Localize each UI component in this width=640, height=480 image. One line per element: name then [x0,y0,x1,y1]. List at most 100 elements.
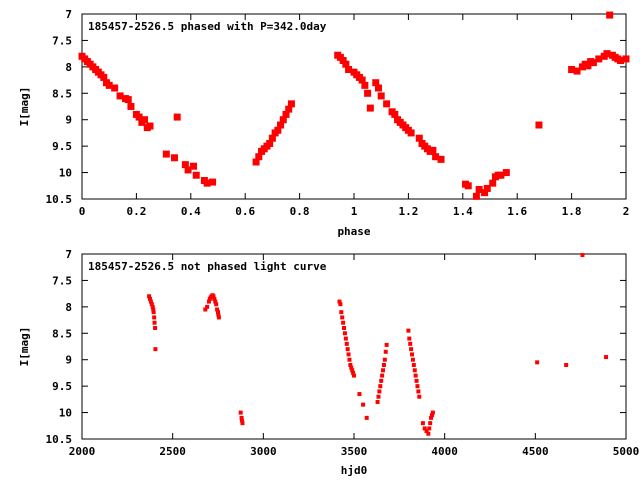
phased-x-tick-label: 0.8 [290,205,310,218]
unphased-data-point [150,304,155,309]
phased-data-point [277,121,285,129]
unphased-data-point [152,320,157,325]
unphased-data-point [375,400,380,404]
phased-x-axis-label: phase [337,225,370,238]
phased-data-point [595,55,603,63]
unphased-y-tick-label: 10.5 [46,433,73,446]
unphased-y-tick-label: 7 [65,248,72,261]
unphased-y-tick-label: 7.5 [52,274,72,287]
unphased-data-point [343,336,348,341]
phased-data-point [190,162,198,170]
unphased-data-point [428,421,433,426]
phased-data-point [146,122,154,130]
unphased-data-point [381,368,386,373]
phased-data-point [255,153,263,161]
unphased-data-point [239,418,244,423]
phased-data-point [472,192,480,200]
phased-data-point [358,76,366,84]
unphased-data-point [148,296,152,301]
unphased-data-point [378,384,383,389]
phased-data-point [391,110,399,118]
phased-data-point [573,67,581,75]
phased-data-point [162,150,170,158]
phased-data-point [622,55,630,63]
unphased-y-tick-label: 8 [65,301,72,314]
phased-plot-title: 185457-2526.5 phased with P=342.0day [88,20,327,33]
phased-data-point [606,11,614,19]
phased-data-point [481,189,489,197]
unphased-data-point [429,415,434,420]
phased-data-point [377,92,385,100]
phased-data-point [483,184,491,192]
phased-data-point [372,79,380,87]
unphased-data-point [216,310,220,315]
unphased-data-point [213,299,218,304]
unphased-data-point [214,302,219,307]
unphased-data-point [203,307,208,312]
unphased-data-point [407,336,412,341]
unphased-data-point [383,349,388,354]
phased-y-tick-label: 8 [65,61,72,74]
phased-data-point [432,153,440,161]
unphased-data-point [377,389,382,394]
phased-data-point [464,182,472,190]
unphased-data-point [564,363,569,367]
unphased-data-point [348,363,353,367]
unphased-y-tick-label: 8.5 [52,327,72,340]
unphased-y-tick-label: 9 [65,354,72,367]
unphased-data-point [149,302,154,307]
phased-data-point [364,89,372,97]
unphased-ticks: 2000 2500 3000 3500 4000 4500 5000 7 7.5 8 8.5 9 9.5… [46,248,640,458]
unphased-data-point [535,360,540,365]
phased-x-tick-label: 1.8 [562,205,582,218]
unphased-data-point [346,352,351,357]
phased-data-point [603,50,611,58]
unphased-data-point [351,370,356,375]
phased-data-point [170,154,178,162]
unphased-data-point [364,415,369,420]
unphased-data-point [345,347,350,352]
phased-x-tick-label: 0.2 [126,205,146,218]
phased-data-point [415,134,423,142]
phased-x-tick-label: 0.4 [181,205,201,218]
phased-data-point [252,158,260,166]
phased-data-point [203,179,211,187]
unphased-data-point [427,426,432,431]
phased-x-tick-label: 0 [79,205,86,218]
unphased-data-point [338,302,343,307]
phased-data-point [407,129,415,137]
unphased-data-point [239,415,244,420]
unphased-data-point [580,253,585,258]
unphased-data-point [148,299,153,304]
unphased-data-point [350,368,355,373]
phased-data-point [124,96,132,104]
unphased-y-tick-label: 9.5 [52,380,72,393]
phased-data-point [287,100,295,108]
phased-data-point [345,66,353,73]
unphased-data-point [147,294,152,299]
phased-x-tick-label: 1 [351,205,358,218]
unphased-data-point [342,331,347,336]
unphased-data-point [430,410,435,415]
unphased-x-tick-label: 2500 [159,445,186,458]
unphased-data-point [415,384,420,389]
phased-data-point [617,57,625,65]
unphased-y-axis-label: I[mag] [18,327,31,367]
unphased-data-point [604,355,609,360]
phased-data-point [429,146,437,154]
unphased-data-point [240,421,245,426]
unphased-data-point [347,357,352,362]
unphased-data-point [410,357,415,362]
unphased-data-point [411,363,416,367]
unphased-data-point [342,326,347,330]
unphased-data-point [340,315,345,320]
phased-plot-frame [81,13,627,200]
unphased-data-point [361,402,366,407]
phased-data-point [584,62,592,70]
unphased-plot-title: 185457-2526.5 not phased light curve [88,260,327,273]
phased-data-point [589,59,597,67]
phased-y-tick-label: 10 [59,167,72,180]
phased-data-point [111,84,119,92]
unphased-data-point [216,312,221,317]
phased-y-tick-label: 8.5 [52,87,72,100]
